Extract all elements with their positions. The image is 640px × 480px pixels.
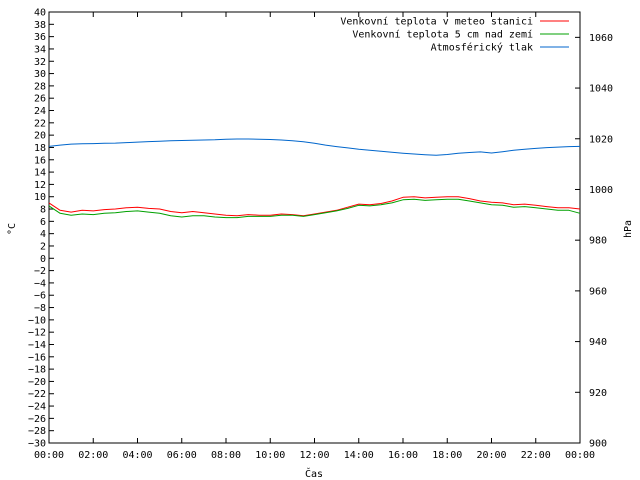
left-tick-label: −30 (28, 439, 46, 450)
left-tick-label: 4 (40, 229, 46, 240)
left-tick-label: −22 (28, 389, 46, 400)
left-tick-label: −4 (34, 278, 46, 289)
legend-label-3: Atmosférický tlak (431, 42, 533, 54)
right-tick-label: 980 (589, 236, 607, 247)
left-tick-label: −12 (28, 328, 46, 339)
left-tick-label: −26 (28, 414, 46, 425)
x-axis-title: Čas (305, 467, 323, 480)
legend-label-1: Venkovní teplota v meteo stanici (340, 16, 533, 28)
left-tick-label: 26 (34, 94, 46, 105)
left-tick-label: −18 (28, 365, 46, 376)
right-axis-ticks: 900 920 940 960 980 1000 1020 1040 1060 (575, 33, 613, 450)
right-tick-label: 960 (589, 286, 607, 297)
left-tick-label: 36 (34, 32, 46, 43)
left-tick-label: 40 (34, 8, 46, 19)
right-tick-label: 1000 (589, 185, 613, 196)
left-tick-label: 38 (34, 20, 46, 31)
left-tick-label: 32 (34, 57, 46, 68)
x-tick-label: 10:00 (255, 450, 285, 461)
x-tick-label: 12:00 (299, 450, 329, 461)
left-tick-label: 6 (40, 217, 46, 228)
right-tick-label: 1020 (589, 134, 613, 145)
left-tick-label: −24 (28, 402, 46, 413)
left-tick-label: 10 (34, 192, 46, 203)
left-tick-label: 20 (34, 131, 46, 142)
left-tick-label: −10 (28, 315, 46, 326)
left-tick-label: −8 (34, 303, 46, 314)
left-tick-label: 30 (34, 69, 46, 80)
left-tick-label: 22 (34, 118, 46, 129)
x-tick-label: 00:00 (565, 450, 595, 461)
left-tick-label: 24 (34, 106, 46, 117)
x-tick-label: 04:00 (122, 450, 152, 461)
left-tick-label: 16 (34, 155, 46, 166)
left-tick-label: −14 (28, 340, 46, 351)
right-tick-label: 900 (589, 439, 607, 450)
right-tick-label: 1040 (589, 84, 613, 95)
left-tick-label: −16 (28, 352, 46, 363)
series-line-1 (48, 196, 581, 217)
x-tick-label: 22:00 (521, 450, 551, 461)
legend: Venkovní teplota v meteo staniciVenkovní… (340, 16, 569, 54)
right-axis-title: hPa (623, 220, 634, 238)
left-tick-label: 12 (34, 180, 46, 191)
left-tick-label: −2 (34, 266, 46, 277)
x-tick-label: 20:00 (476, 450, 506, 461)
series-lines (48, 138, 581, 219)
left-tick-label: −20 (28, 377, 46, 388)
left-tick-label: 14 (34, 168, 46, 179)
x-tick-label: 02:00 (78, 450, 108, 461)
x-tick-label: 00:00 (34, 450, 64, 461)
left-tick-label: −28 (28, 426, 46, 437)
right-tick-label: 920 (589, 388, 607, 399)
left-tick-label: 34 (34, 44, 46, 55)
left-tick-label: 0 (40, 254, 46, 265)
left-axis-title: °C (7, 223, 18, 235)
left-tick-label: 28 (34, 81, 46, 92)
right-tick-label: 1060 (589, 33, 613, 44)
left-tick-label: 8 (40, 205, 46, 216)
series-line-3 (48, 138, 581, 156)
legend-label-2: Venkovní teplota 5 cm nad zemí (352, 29, 533, 41)
x-tick-label: 16:00 (388, 450, 418, 461)
x-tick-label: 14:00 (344, 450, 374, 461)
left-tick-label: 18 (34, 143, 46, 154)
x-axis-ticks: 00:00 02:00 04:00 06:00 08:00 10:00 12:00 14:00… (34, 12, 595, 461)
x-tick-label: 18:00 (432, 450, 462, 461)
right-tick-label: 940 (589, 337, 607, 348)
left-tick-label: −6 (34, 291, 46, 302)
left-tick-label: 2 (40, 241, 46, 252)
x-tick-label: 06:00 (167, 450, 197, 461)
series-line-2 (48, 198, 581, 219)
left-axis-ticks: −30−28−26−24−22−20−18−16−14−12−10−8−6−4−… (28, 8, 54, 450)
x-tick-label: 08:00 (211, 450, 241, 461)
